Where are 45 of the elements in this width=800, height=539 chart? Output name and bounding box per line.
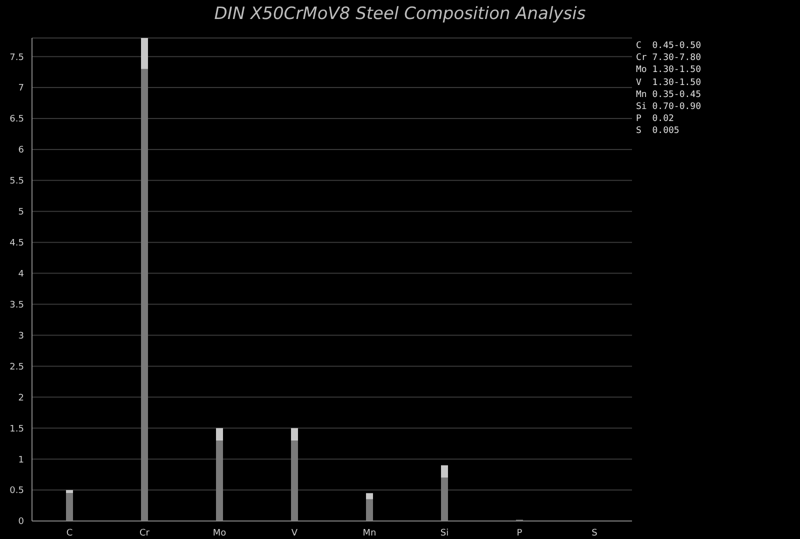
x-tick-label: S — [592, 528, 598, 538]
y-tick-label: 0.5 — [10, 486, 24, 496]
bar — [216, 440, 223, 521]
text: V 1.30-1.50 — [636, 76, 702, 89]
y-tick-label: 1 — [18, 455, 24, 466]
x-tick-label: C — [66, 528, 73, 538]
y-tick-label: 2.5 — [10, 362, 24, 372]
x-tick-label: Mn — [362, 528, 376, 538]
bar — [291, 440, 298, 521]
y-tick-label: 4.5 — [10, 238, 24, 249]
y-tick-label: 6 — [18, 146, 24, 156]
bar — [366, 493, 373, 500]
bar — [291, 428, 298, 440]
y-tick-label: 3.5 — [10, 300, 24, 310]
text: Cr 7.30-7.80 — [636, 52, 702, 64]
bar — [141, 38, 148, 69]
x-tick-label: Mo — [212, 528, 227, 538]
text: P 0.02 — [636, 113, 675, 126]
bar — [366, 499, 373, 521]
y-tick-label: 7.5 — [10, 52, 24, 63]
bar — [141, 68, 148, 521]
bar — [216, 428, 223, 440]
bar — [66, 490, 73, 494]
bar — [441, 465, 448, 478]
text: Mo 1.30-1.50 — [636, 64, 702, 77]
x-tick-label: P — [516, 528, 523, 538]
y-tick-label: 1.5 — [10, 424, 24, 434]
x-tick-label: Cr — [140, 528, 150, 538]
y-tick-label: 7 — [18, 84, 24, 94]
y-tick-label: 2 — [18, 393, 24, 404]
text: C 0.45-0.50 — [636, 40, 702, 52]
bar — [441, 478, 448, 521]
bar — [66, 493, 73, 521]
y-tick-label: 0 — [18, 517, 24, 528]
text: Si 0.70-0.90 — [636, 101, 702, 114]
y-tick-label: 3 — [18, 331, 24, 342]
text: S 0.005 — [636, 125, 680, 138]
x-tick-label: V — [291, 528, 298, 538]
y-tick-label: 5.5 — [10, 176, 24, 187]
y-tick-label: 5 — [18, 208, 24, 218]
chart-title: DIN X50CrMoV8 Steel Composition Analysis — [213, 4, 587, 24]
text: Mn 0.35-0.45 — [636, 88, 702, 102]
x-tick-label: Si — [440, 528, 449, 538]
y-tick-label: 6.5 — [10, 114, 24, 125]
y-tick-label: 4 — [18, 270, 24, 280]
